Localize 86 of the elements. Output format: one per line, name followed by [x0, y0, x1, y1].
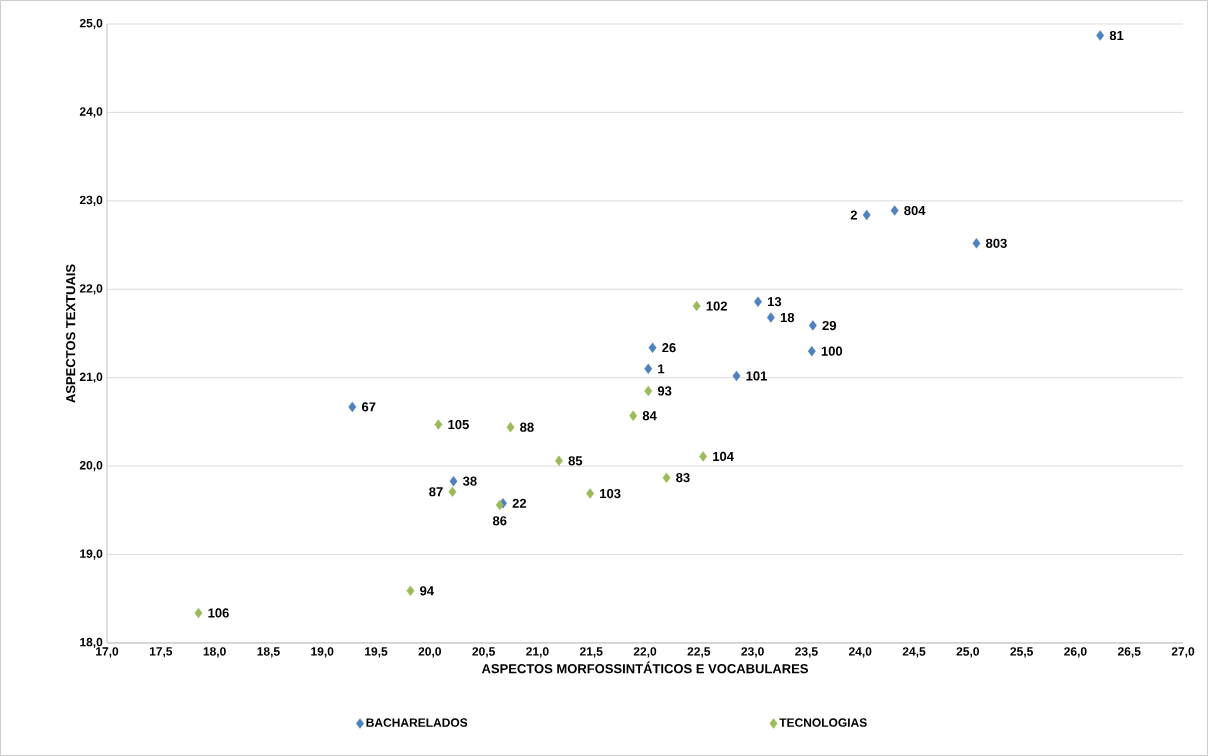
x-tick-label: 26,5	[1117, 647, 1141, 658]
annotation: 105	[448, 419, 469, 430]
point	[808, 320, 817, 331]
annotation: 83	[676, 473, 690, 483]
point	[662, 472, 671, 483]
x-tick-label: 19,0	[311, 647, 334, 658]
point	[890, 205, 899, 216]
point	[448, 486, 457, 497]
point	[554, 455, 563, 467]
annotation: 29	[822, 320, 837, 331]
annotation: 13	[767, 297, 782, 307]
y-tick-label: 18,0	[80, 637, 103, 649]
annotation: 84	[642, 411, 657, 421]
annotation: 93	[657, 386, 672, 396]
x-axis-title: ASPECTOS MORFOSSINTÁTICOS E VOCABULARES	[481, 661, 808, 674]
point	[766, 312, 775, 323]
x-tick-label: 21,0	[526, 647, 549, 658]
x-tick-label: 18,0	[203, 647, 226, 658]
annotation: 2	[850, 210, 857, 220]
point	[862, 209, 871, 221]
point	[434, 419, 443, 430]
x-tick-label: 22,5	[687, 647, 711, 658]
point	[449, 475, 458, 487]
x-tick-label: 23,0	[741, 647, 764, 658]
annotation: 87	[429, 487, 443, 497]
point	[692, 300, 701, 312]
x-tick-label: 18,5	[257, 647, 280, 658]
annotation: 1	[658, 364, 665, 374]
annotation: 38	[462, 476, 477, 486]
point	[194, 607, 203, 619]
annotation: 100	[821, 346, 843, 356]
point	[1096, 30, 1105, 41]
point	[648, 342, 657, 353]
x-tick-label: 20,0	[418, 647, 441, 658]
point	[506, 422, 515, 433]
annotation: 94	[420, 586, 434, 596]
point	[699, 451, 708, 462]
y-tick-label: 19,0	[80, 549, 103, 560]
annotation: 803	[986, 238, 1007, 248]
y-tick-label: 20,0	[79, 461, 103, 472]
point	[807, 345, 816, 357]
annotation: 804	[904, 205, 926, 216]
x-tick-label: 19,5	[365, 647, 388, 658]
annotation: 26	[662, 343, 676, 353]
x-tick-label: 17,5	[149, 647, 173, 658]
point	[644, 385, 653, 397]
point	[732, 370, 741, 382]
annotation: 67	[361, 402, 376, 412]
point	[495, 499, 504, 511]
annotation: 22	[512, 498, 527, 508]
legend-label: BACHARELADOS	[366, 718, 468, 727]
annotation: 86	[492, 516, 507, 526]
point	[754, 296, 762, 307]
annotation: 85	[568, 456, 583, 466]
point	[348, 401, 357, 413]
y-tick-label: 21,0	[79, 372, 103, 383]
annotation: 88	[520, 422, 534, 432]
point	[972, 238, 981, 249]
x-tick-label: 25,5	[1010, 647, 1033, 658]
annotation: 102	[706, 301, 727, 311]
x-tick-label: 26,0	[1064, 647, 1087, 658]
legend-label: TECNOLOGIAS	[779, 718, 867, 727]
x-tick-label: 22,0	[633, 647, 657, 658]
y-tick-label: 25,0	[79, 18, 103, 30]
x-tick-label: 23,5	[795, 647, 818, 658]
point	[586, 488, 595, 499]
x-tick-label: 24,0	[848, 647, 872, 658]
y-axis-title: ASPECTOS TEXTUAIS	[66, 264, 76, 403]
x-tick-label: 25,0	[956, 647, 979, 658]
x-tick-label: 17,0	[96, 647, 119, 658]
x-tick-label: 21,5	[579, 647, 603, 658]
annotation: 81	[1109, 30, 1124, 41]
point	[644, 363, 653, 375]
point	[629, 410, 638, 421]
y-tick-label: 22,0	[79, 284, 103, 295]
x-tick-label: 20,5	[472, 647, 495, 658]
annotation: 106	[208, 608, 229, 618]
x-tick-label: 27,0	[1171, 647, 1195, 658]
point	[406, 585, 415, 597]
y-tick-label: 24,0	[79, 107, 103, 118]
annotation: 103	[600, 488, 621, 499]
annotation: 18	[780, 312, 795, 323]
annotation: 101	[746, 371, 767, 381]
y-tick-label: 23,0	[79, 195, 103, 206]
x-tick-label: 24,5	[902, 647, 926, 658]
annotation: 104	[713, 451, 734, 461]
